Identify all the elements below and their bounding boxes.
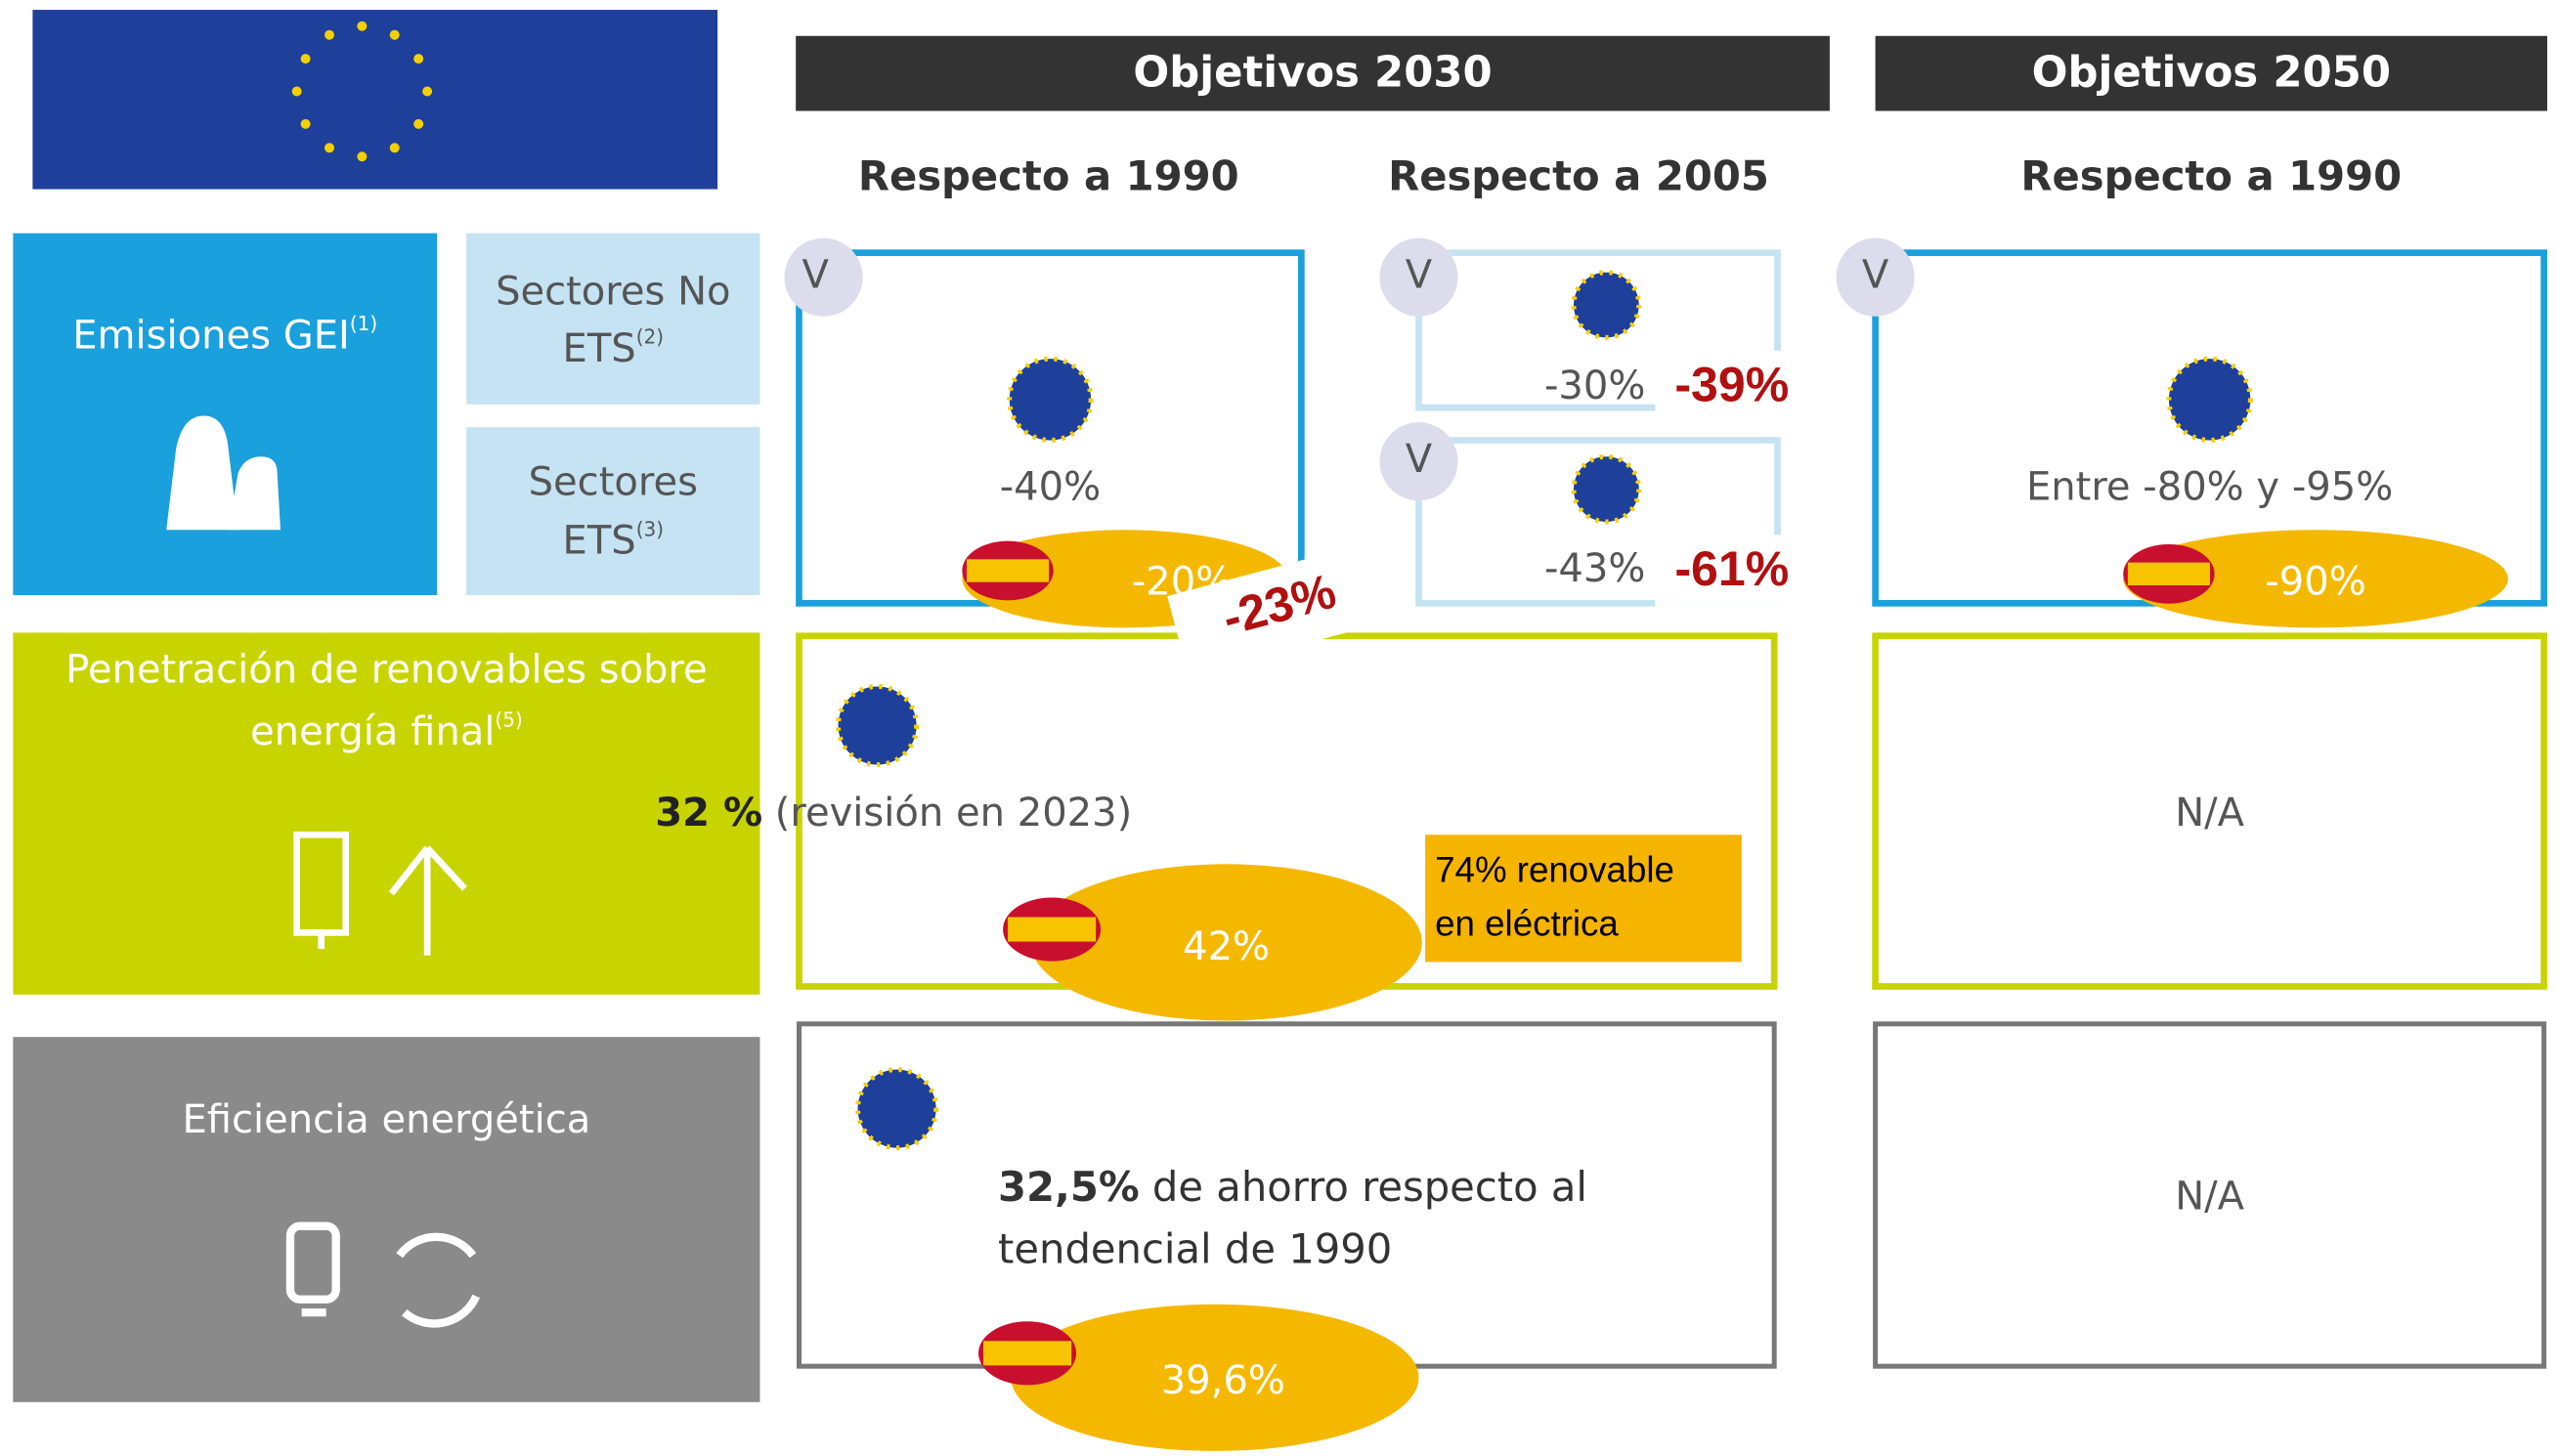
eu-value: tendencial de 1990 xyxy=(998,1224,1392,1272)
eu-value: 32,5% de ahorro respecto al xyxy=(998,1163,1587,1211)
shape xyxy=(325,143,335,153)
shape xyxy=(2127,562,2210,586)
eu-value: Entre -80% y -95% xyxy=(2026,465,2393,510)
spain-value: 39,6% xyxy=(1161,1358,1285,1403)
sector-box xyxy=(466,233,760,405)
v-badge: V xyxy=(1406,437,1433,482)
spain-value: 42% xyxy=(1183,924,1270,969)
shape xyxy=(300,118,311,129)
shape xyxy=(983,1341,1072,1366)
subheader: Respecto a 1990 xyxy=(2020,152,2402,200)
row-label-box xyxy=(13,1037,760,1402)
cell xyxy=(1415,249,1781,411)
row-label: Penetración de renovables sobre xyxy=(65,647,708,692)
cell xyxy=(1873,1021,2547,1369)
sector-box xyxy=(466,427,760,596)
row-label: Emisiones GEI(1) xyxy=(72,312,377,359)
spain-flags xyxy=(962,540,2215,1386)
updated-value: -61% xyxy=(1674,541,1789,596)
shape xyxy=(291,86,302,97)
label-bg xyxy=(1655,350,1810,423)
eu-value: N/A xyxy=(2175,1174,2244,1219)
note-text: en eléctrica xyxy=(1435,903,1619,943)
v-badge: V xyxy=(802,253,829,298)
v-badge: V xyxy=(1862,253,1889,298)
sector-label: Sectores No xyxy=(496,269,730,314)
subheader: Respecto a 2005 xyxy=(1388,152,1769,200)
row-label-box xyxy=(13,233,438,596)
sector-label: ETS(2) xyxy=(563,324,665,371)
updated-value: -39% xyxy=(1674,357,1789,411)
shape xyxy=(389,143,400,153)
shape xyxy=(357,21,368,31)
v-badges xyxy=(784,237,1915,501)
header: Objetivos 2030 xyxy=(1133,48,1492,97)
row-label-box xyxy=(13,632,760,995)
eu-value: N/A xyxy=(2175,791,2244,835)
sector-label: Sectores xyxy=(529,460,698,505)
eu-value: -40% xyxy=(1000,465,1101,510)
eu-badges xyxy=(836,270,2253,1151)
shape xyxy=(357,151,368,162)
shape xyxy=(1008,917,1097,942)
note-box xyxy=(1425,835,1742,963)
shape xyxy=(389,29,400,40)
shape xyxy=(422,86,433,97)
shape xyxy=(325,29,335,40)
sector-label: ETS(3) xyxy=(563,517,665,564)
header-bar xyxy=(1875,35,2547,111)
header-bar xyxy=(796,35,1830,111)
factory-icon xyxy=(166,415,281,531)
flag-stars xyxy=(291,21,433,162)
subheader: Respecto a 1990 xyxy=(858,152,1239,200)
header: Objetivos 2050 xyxy=(2032,48,2391,97)
v-badge: V xyxy=(1406,253,1433,298)
shape xyxy=(413,54,424,64)
eu-value: -43% xyxy=(1544,546,1645,591)
row-label: Eficiencia energética xyxy=(182,1097,590,1142)
shape xyxy=(300,54,311,64)
eu-value: 32 % (revisión en 2023) xyxy=(655,791,1132,835)
shape xyxy=(967,559,1050,582)
eu-value: -30% xyxy=(1544,364,1645,408)
row-label: energía final(5) xyxy=(250,707,523,754)
shape xyxy=(413,118,424,129)
spain-value: -90% xyxy=(2265,559,2365,604)
cell xyxy=(1415,437,1781,607)
renewable-icon xyxy=(293,831,467,956)
label-bg xyxy=(1655,535,1810,607)
eu-flag xyxy=(32,10,718,190)
note-text: 74% renovable xyxy=(1435,849,1674,889)
cell xyxy=(1872,632,2547,990)
efficiency-icon xyxy=(285,1221,480,1328)
